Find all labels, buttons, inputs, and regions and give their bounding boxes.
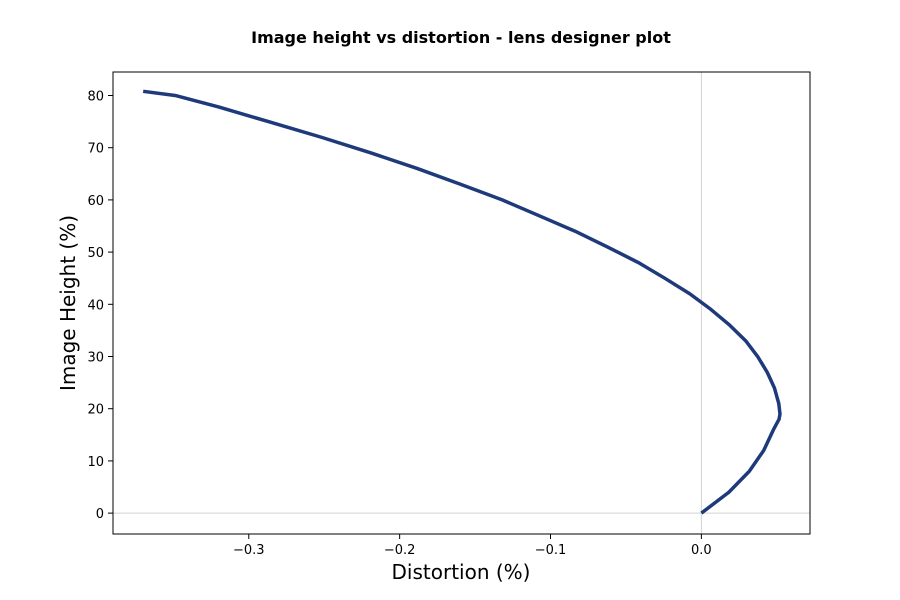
axes-frame <box>112 71 811 535</box>
y-tick-label: 70 <box>87 142 104 157</box>
y-tick-label: 30 <box>87 351 104 366</box>
y-tick-label: 80 <box>87 89 104 104</box>
chart-title: Image height vs distortion - lens design… <box>251 28 671 47</box>
y-tick-label: 60 <box>87 194 104 209</box>
x-tick-label: −0.2 <box>384 543 416 558</box>
x-tick-label: −0.3 <box>233 543 265 558</box>
x-axis-label: Distortion (%) <box>392 560 531 584</box>
y-tick-label: 20 <box>87 403 104 418</box>
plot-area: −0.3 −0.2 −0.1 0.0 0 10 20 30 40 50 60 70 80 <box>87 71 811 558</box>
y-tick-label: 0 <box>96 507 104 522</box>
y-axis-label: Image Height (%) <box>56 215 80 391</box>
x-tick-label: −0.1 <box>535 543 567 558</box>
y-tick-label: 10 <box>87 455 104 470</box>
series-line-0 <box>142 89 782 515</box>
y-tick-label: 50 <box>87 246 104 261</box>
x-tick-label: 0.0 <box>691 543 712 558</box>
y-tick-label: 40 <box>87 298 104 313</box>
